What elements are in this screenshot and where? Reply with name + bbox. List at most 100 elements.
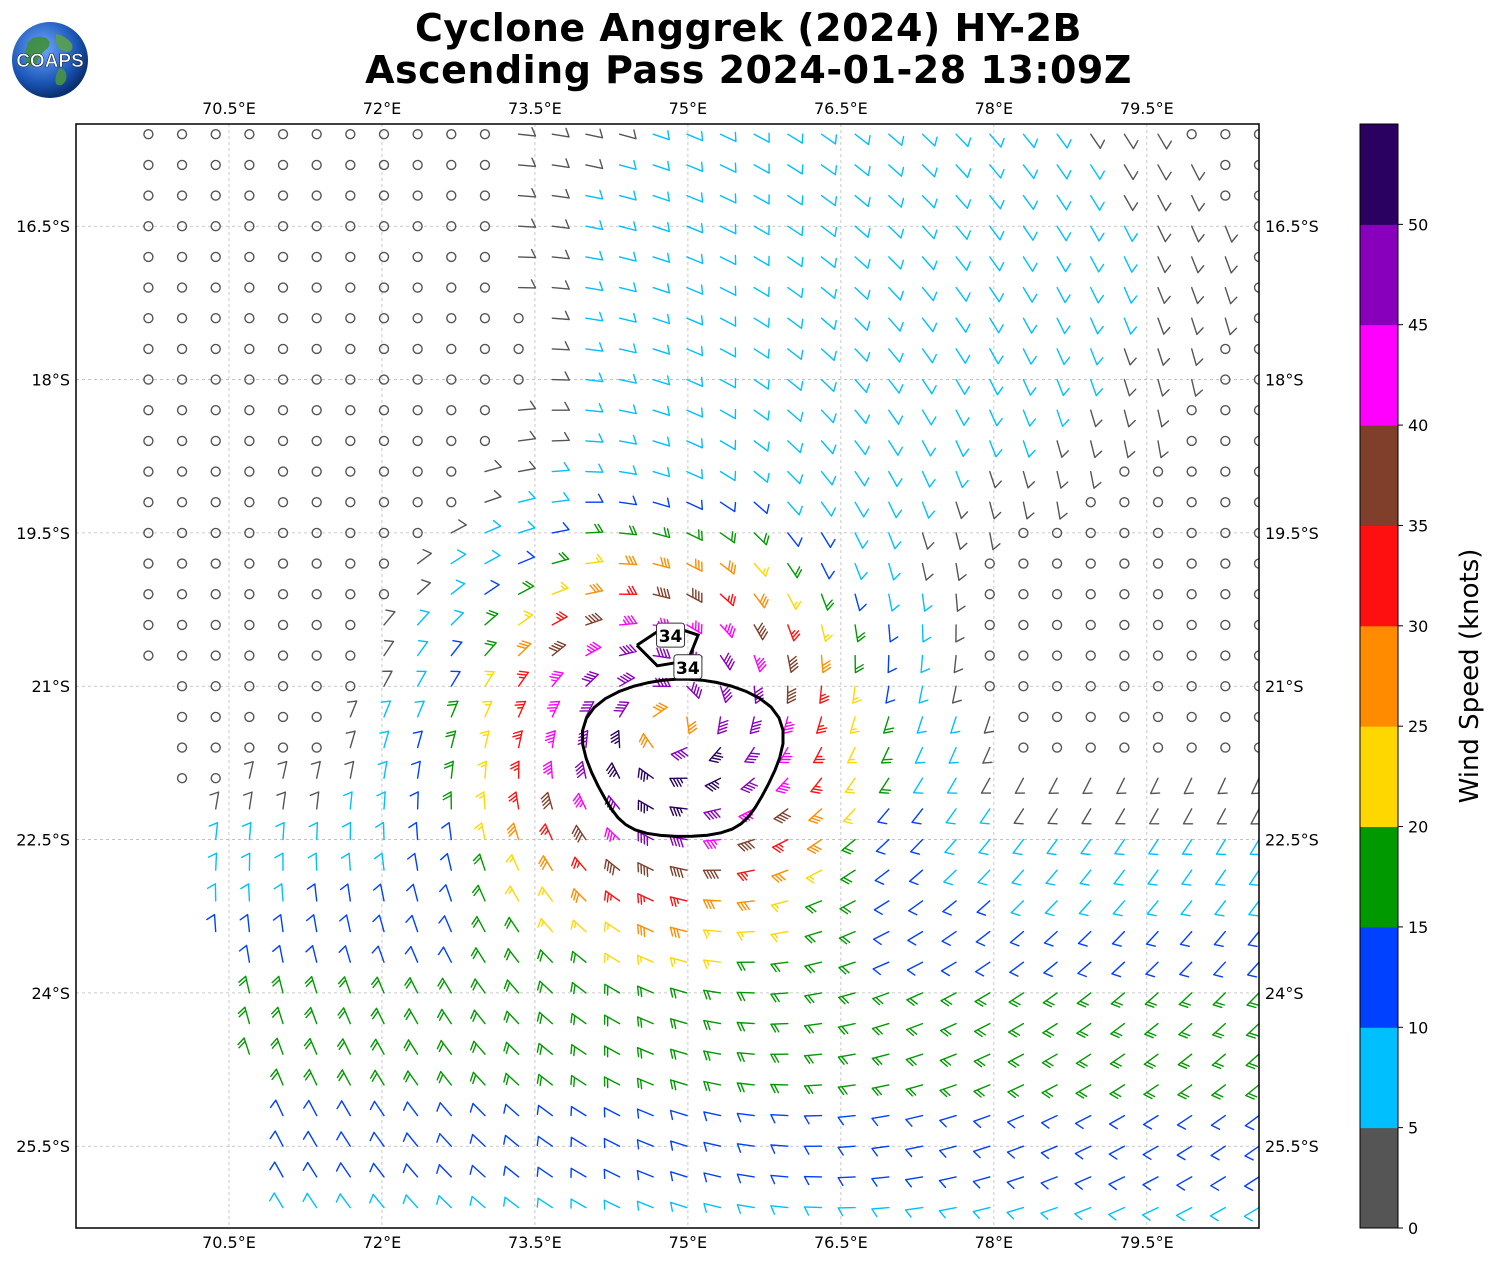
colorbar-tick-label: 10 [1408,1018,1428,1037]
wind-barb [1220,159,1231,171]
wind-barb [335,1193,351,1209]
wind-barb [1090,286,1105,304]
wind-barb [820,378,837,393]
wind-barb [921,562,934,581]
wind-barb [888,562,901,581]
wind-barb [736,1112,755,1123]
wind-barb [787,440,804,454]
wind-barb [1177,1053,1193,1069]
wind-barb [921,286,938,302]
wind-barb [908,869,924,886]
wind-barb [1051,589,1063,600]
contour-label: 34 [676,659,700,679]
wind-barb [846,746,858,764]
wind-barb [371,945,385,963]
wind-barb [753,378,770,390]
wind-barb [311,282,322,293]
wind-barb [514,700,527,718]
wind-barb [770,1083,789,1094]
wind-barb [446,282,457,293]
wind-barb [244,650,255,661]
wind-barb [1123,378,1137,397]
wind-barb [854,409,870,425]
lat-tick-label-left: 25.5°S [16,1137,70,1156]
wind-barb [403,1070,419,1086]
wind-barb [854,501,869,518]
wind-barb [210,558,221,569]
wind-barb [303,1068,318,1086]
wind-barb [770,992,789,1003]
colorbar-segment [1360,625,1398,727]
wind-barb [1186,558,1197,569]
wind-barb [984,558,995,569]
wind-barb [686,315,704,326]
wind-barb [906,961,924,976]
wind-barb [1123,286,1138,304]
wind-barb [703,989,722,1000]
lat-tick-label-left: 16.5°S [16,217,70,236]
wind-barb [412,405,423,416]
wind-barb [345,619,356,631]
colorbar-tick-label: 20 [1408,818,1428,837]
wind-barb [244,497,255,508]
wind-barb [803,1053,823,1064]
wind-barb [143,282,154,293]
wind-barb [686,345,704,357]
wind-barb [921,378,937,395]
wind-barb [753,317,770,328]
wind-barb [787,562,803,579]
wind-barb [753,654,767,673]
wind-barb [1149,808,1160,825]
wind-barb [989,194,1005,210]
wind-barb [244,190,255,201]
wind-barb [343,791,353,810]
wind-barb [803,1175,823,1186]
wind-barb [378,251,390,263]
wind-barb [570,1074,587,1088]
wind-barb [1085,742,1096,753]
wind-barb [378,435,390,447]
wind-barb [380,700,392,718]
wind-barb [446,313,457,324]
wind-barb [806,838,823,854]
wind-barb [513,313,524,324]
lon-tick-label-top: 79.5°E [1120,99,1174,118]
wind-barb [1142,1176,1159,1191]
wind-barb [820,133,838,145]
wind-barb [618,343,637,354]
wind-barb [1022,317,1038,334]
wind-barb [871,1053,890,1066]
wind-barb [984,619,995,631]
wind-barb [618,282,637,293]
wind-barb [1123,133,1139,150]
wind-barb [1056,378,1070,397]
wind-barb [176,497,188,508]
wind-barb [787,654,799,673]
wind-barb [888,225,905,239]
wind-barb [702,899,722,910]
wind-barb [719,531,737,544]
wind-barb [1085,681,1096,692]
wind-barb [585,159,604,170]
wind-barb [955,409,970,426]
wind-barb [749,716,762,735]
wind-barb [378,159,390,171]
wind-barb [585,189,604,200]
wind-barb [585,523,604,534]
wind-barb [536,980,553,994]
wind-barb [875,838,890,855]
wind-barb [1076,1022,1092,1038]
wind-barb [277,221,289,232]
wind-barb [479,251,491,263]
wind-barb [143,589,154,600]
wind-barb [820,256,837,269]
wind-barb [618,434,637,445]
wind-barb [1006,1145,1025,1159]
wind-barb [973,1053,991,1068]
wind-barb [311,619,322,631]
wind-barb [1157,225,1172,243]
wind-barb [402,1163,419,1178]
wind-barb [1211,1053,1226,1070]
wind-barb [537,949,553,963]
wind-barb [551,431,570,442]
